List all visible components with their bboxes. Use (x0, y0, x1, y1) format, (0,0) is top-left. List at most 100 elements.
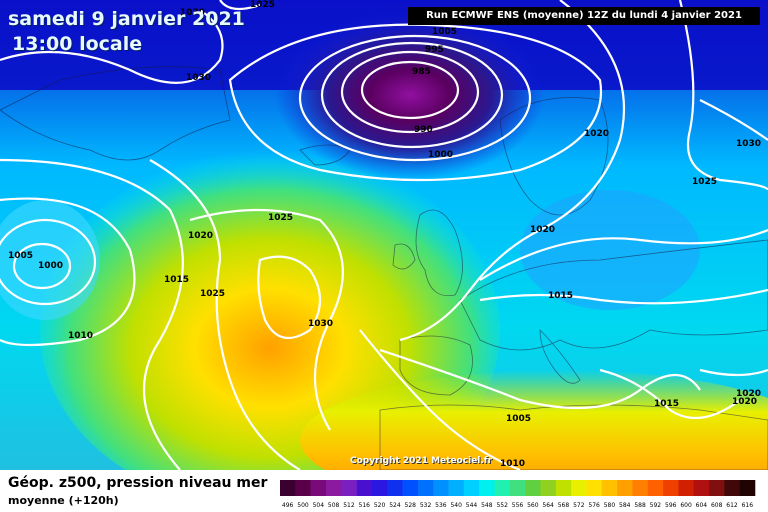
color-scale-swatch (601, 480, 618, 496)
color-scale-swatch (280, 480, 296, 496)
isobar-1030-east (699, 99, 768, 141)
model-run-banner: Run ECMWF ENS (moyenne) 12Z du lundi 4 j… (408, 7, 760, 25)
legend-subtitle: moyenne (+120h) (8, 494, 119, 507)
isobar-label: 1010 (68, 331, 93, 341)
color-scale-swatch (402, 480, 419, 496)
low-pressure-core (275, 10, 545, 180)
color-scale-swatch (632, 480, 649, 496)
land-outlines (0, 66, 768, 470)
color-scale-swatch (693, 480, 710, 496)
isobar-label: 1025 (200, 289, 225, 299)
color-scale-swatch (571, 480, 587, 496)
isobar-label: 1010 (500, 459, 525, 469)
color-scale-label: 568 (558, 502, 570, 509)
isobar-1020-europe (479, 228, 768, 281)
color-scale-bar: 496 500 504 508 512 516 520 524 528 532 536 540 544 5… (280, 480, 756, 509)
iberia-outline (399, 335, 473, 396)
color-scale-swatch (555, 480, 572, 496)
isobar-1015-southeast (599, 368, 741, 420)
color-scale-label: 508 (328, 502, 340, 509)
weather-map: 1025 1030 1030 1005 995 985 990 1000 102… (0, 0, 768, 470)
isobar-label: 1015 (654, 399, 679, 409)
color-scale-swatch (494, 480, 511, 496)
color-scale-label: 600 (680, 502, 692, 509)
color-scale-swatch (724, 480, 740, 496)
color-scale-label: 588 (634, 502, 646, 509)
color-scale-label: 552 (496, 502, 508, 509)
isobar-985 (360, 60, 460, 120)
isobar-label: 1020 (584, 129, 609, 139)
legend-footer: Géop. z500, pression niveau mer moyenne … (0, 470, 768, 512)
color-scale-label: 564 (542, 502, 554, 509)
color-scale-label: 572 (573, 502, 585, 509)
color-scale-label: 592 (650, 502, 662, 509)
color-scale-label: 580 (604, 502, 616, 509)
isobar-1020-atl (149, 159, 301, 470)
mid-europe-blue (520, 190, 700, 310)
color-scale-swatch (341, 480, 357, 496)
isobar-1000 (298, 34, 532, 162)
isobar-label: 1005 (506, 414, 531, 424)
color-scale-swatch (525, 480, 541, 496)
color-scale-swatch (663, 480, 679, 496)
isobar-label: 1030 (186, 73, 211, 83)
isobar-label: 1030 (180, 8, 205, 18)
isobar-label: 990 (414, 125, 433, 135)
color-scale-label: 504 (313, 502, 325, 509)
color-scale-label: 560 (527, 502, 539, 509)
isobar-label: 1015 (164, 275, 189, 285)
isobar-1025-atl (189, 208, 344, 431)
isobar-label: 1000 (38, 261, 63, 271)
color-scale-label: 576 (588, 502, 600, 509)
isobar-1000-west (12, 242, 72, 290)
isobar-1025-east (678, 0, 768, 191)
forecast-date: samedi 9 janvier 2021 (8, 8, 245, 30)
color-scale-label: 500 (297, 502, 309, 509)
color-scale-swatch (709, 480, 725, 496)
africa-outline (379, 404, 768, 470)
color-scale-swatch (647, 480, 664, 496)
isobar-1005-west (0, 218, 97, 306)
color-scale-label: 616 (742, 502, 754, 509)
copyright-notice: Copyright 2021 Meteociel.fr (350, 456, 493, 466)
isobar-1010-west (0, 197, 136, 347)
isobar-label: 1020 (732, 397, 757, 407)
isobar-labels: 1025 1030 1030 1005 995 985 990 1000 102… (8, 0, 761, 469)
isobar-label: 1005 (8, 251, 33, 261)
color-scale-swatch (417, 480, 434, 496)
color-scale-swatch (617, 480, 633, 496)
color-scale-swatch (310, 480, 327, 496)
isobar-1015-europe (479, 288, 768, 305)
color-scale-label: 584 (619, 502, 631, 509)
isobar-1020-southeast (699, 368, 768, 377)
color-scale-label: 512 (343, 502, 355, 509)
color-scale-swatch (540, 480, 557, 496)
isobar-1005-south (379, 348, 701, 410)
isobar-label: 1025 (250, 0, 275, 10)
color-scale-swatch (433, 480, 449, 496)
west-low-blue (0, 200, 100, 320)
color-scale-swatch (463, 480, 480, 496)
isobar-label: 1020 (530, 225, 555, 235)
isobar-label: 995 (425, 45, 444, 55)
isobar-1030-topleft (0, 9, 224, 84)
isobar-1005 (228, 23, 603, 182)
color-scale-label: 524 (389, 502, 401, 509)
color-scale-label: 604 (696, 502, 708, 509)
isobar-label: 1000 (428, 150, 453, 160)
color-scale-swatch (387, 480, 403, 496)
color-scale-label: 540 (450, 502, 462, 509)
color-scale-label: 532 (420, 502, 432, 509)
color-scale-swatch (371, 480, 388, 496)
color-scale-label: 536 (435, 502, 447, 509)
isobar-1020-scand (399, 0, 626, 342)
isobar-1030-atl (257, 255, 321, 340)
isobar-label: 1030 (308, 319, 333, 329)
legend-title: Géop. z500, pression niveau mer (8, 475, 268, 491)
color-scale-swatch (448, 480, 465, 496)
isobar-label: 985 (412, 67, 431, 77)
isobar-label: 1025 (268, 213, 293, 223)
isobar-1010-south (359, 329, 521, 470)
color-scale-swatch (325, 480, 342, 496)
isobar-1025-top (219, 0, 261, 11)
